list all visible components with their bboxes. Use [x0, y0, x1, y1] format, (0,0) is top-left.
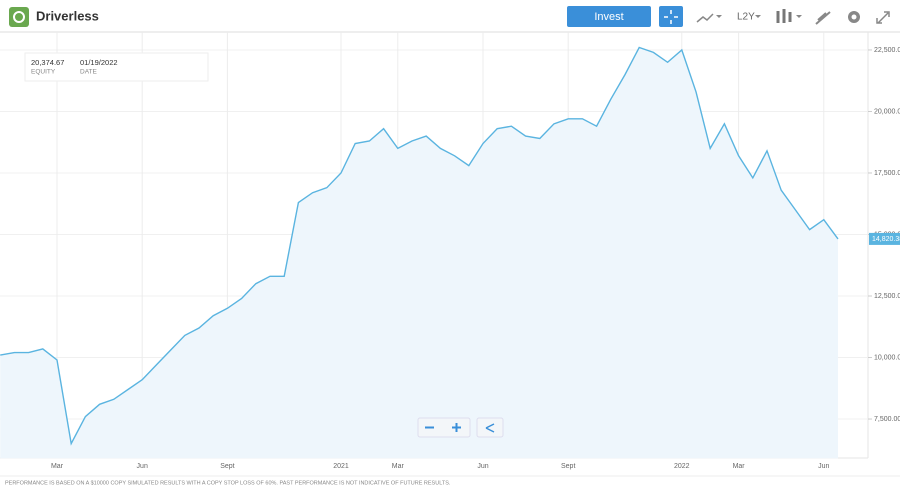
tooltip-equity-label: EQUITY — [31, 69, 56, 76]
y-tick-label: 17,500.00 — [874, 170, 900, 177]
toolbar — [0, 0, 900, 32]
x-tick-label: Sept — [561, 463, 575, 470]
draw-button[interactable] — [815, 11, 831, 25]
tooltip-date: 01/19/2022 — [80, 58, 118, 67]
tooltip-equity: 20,374.67 — [31, 58, 64, 67]
crosshair-button[interactable] — [659, 6, 683, 27]
zoom-in-button[interactable] — [452, 423, 461, 432]
y-tick-label: 10,000.00 — [874, 354, 900, 361]
x-tick-label: Mar — [51, 463, 64, 470]
app-title: Driverless — [36, 8, 99, 23]
x-tick-label: Jun — [477, 463, 488, 470]
x-tick-label: 2021 — [333, 463, 349, 470]
settings-icon — [851, 14, 857, 20]
y-tick-label: 22,500.00 — [874, 47, 900, 54]
crosshair-icon — [664, 10, 678, 24]
candles-button[interactable] — [776, 9, 792, 23]
x-tick-label: Sept — [220, 463, 234, 470]
logo — [9, 7, 29, 27]
tooltip-date-label: DATE — [80, 69, 98, 76]
share-control — [476, 417, 504, 438]
y-tick-label: 12,500.00 — [874, 293, 900, 300]
plot: 7,500.0010,000.0012,500.0015,000.0017,50… — [0, 32, 900, 470]
x-tick-label: Mar — [733, 463, 746, 470]
fullscreen-button[interactable] — [876, 11, 890, 24]
y-tick-label: 20,000.00 — [874, 108, 900, 115]
line — [0, 46, 839, 446]
x-tick-label: Jun — [818, 463, 829, 470]
dropdown-arrow — [796, 15, 802, 18]
area — [0, 47, 838, 459]
chart-type-button[interactable] — [696, 13, 714, 23]
x-tick-label: Mar — [392, 463, 405, 470]
x-tick-label: Jun — [137, 463, 148, 470]
tooltip — [24, 52, 209, 82]
dropdown-arrow — [716, 15, 722, 18]
current-label: 14,820.38 — [872, 236, 900, 243]
dropdown-arrow — [755, 15, 761, 18]
x-tick-label: 2022 — [674, 463, 690, 470]
logo-icon — [13, 11, 25, 23]
invest-button[interactable] — [567, 6, 651, 27]
disclaimer: PERFORMANCE IS BASED ON A $10000 COPY SI… — [5, 480, 451, 486]
y-tick-label: 7,500.00 — [874, 416, 900, 423]
zoom-controls — [417, 417, 471, 438]
invest-label[interactable]: Invest — [594, 11, 623, 23]
share-button[interactable] — [485, 423, 495, 433]
current-badge — [869, 232, 900, 245]
period-button[interactable]: L2Y — [737, 12, 755, 23]
